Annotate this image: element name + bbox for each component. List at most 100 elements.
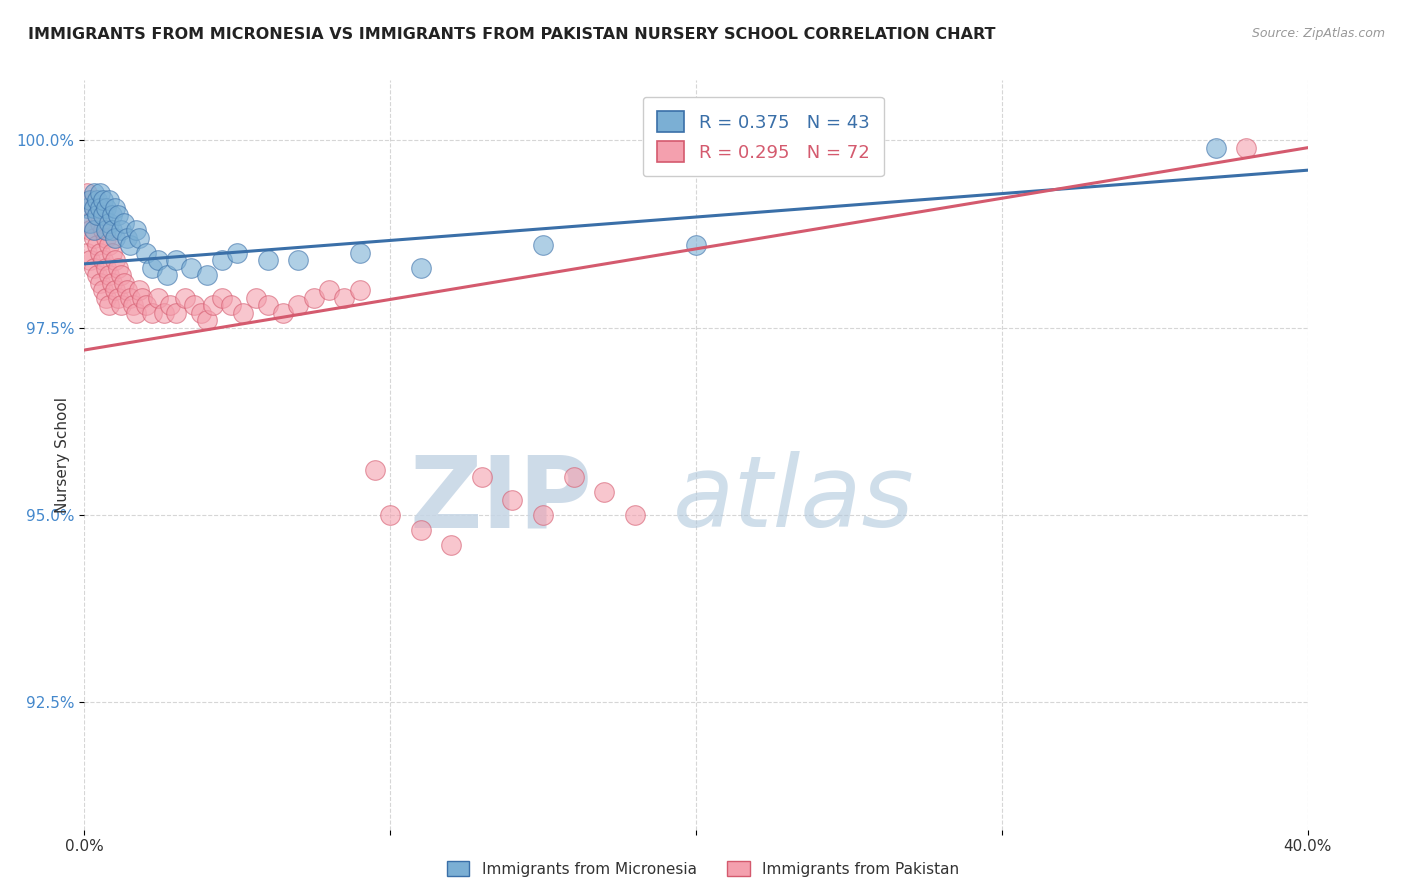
Point — [89, 186, 111, 200]
Point — [110, 268, 132, 282]
Point — [101, 223, 124, 237]
Point — [349, 245, 371, 260]
Point — [593, 485, 616, 500]
Point — [91, 208, 114, 222]
Point — [125, 305, 148, 319]
Point — [107, 291, 129, 305]
Point — [219, 298, 242, 312]
Point — [86, 193, 108, 207]
Point — [471, 470, 494, 484]
Point — [94, 291, 117, 305]
Point — [86, 238, 108, 252]
Point — [226, 245, 249, 260]
Point — [79, 253, 101, 268]
Point — [91, 253, 114, 268]
Point — [89, 216, 111, 230]
Point — [174, 291, 197, 305]
Point — [89, 276, 111, 290]
Point — [349, 283, 371, 297]
Point — [128, 283, 150, 297]
Point — [195, 313, 218, 327]
Point — [502, 492, 524, 507]
Point — [115, 283, 138, 297]
Point — [79, 216, 101, 230]
Point — [97, 298, 120, 312]
Point — [131, 291, 153, 305]
Point — [101, 276, 124, 290]
Point — [125, 223, 148, 237]
Point — [257, 298, 280, 312]
Point — [120, 291, 142, 305]
Point — [153, 305, 176, 319]
Point — [141, 305, 163, 319]
Point — [94, 230, 117, 244]
Point — [104, 283, 127, 297]
Point — [97, 268, 120, 282]
Point — [245, 291, 267, 305]
Point — [83, 230, 105, 244]
Point — [107, 260, 129, 275]
Point — [101, 208, 124, 222]
Point — [83, 201, 105, 215]
Point — [83, 260, 105, 275]
Point — [165, 305, 187, 319]
Point — [120, 238, 142, 252]
Point — [211, 253, 233, 268]
Point — [190, 305, 212, 319]
Text: ZIP: ZIP — [409, 451, 592, 549]
Point — [101, 245, 124, 260]
Point — [146, 253, 169, 268]
Point — [94, 201, 117, 215]
Point — [211, 291, 233, 305]
Point — [364, 463, 387, 477]
Point — [183, 298, 205, 312]
Point — [180, 260, 202, 275]
Point — [195, 268, 218, 282]
Point — [287, 253, 309, 268]
Point — [287, 298, 309, 312]
Point — [104, 253, 127, 268]
Point — [76, 201, 98, 215]
Point — [83, 223, 105, 237]
Point — [91, 193, 114, 207]
Point — [146, 291, 169, 305]
Point — [531, 508, 554, 522]
Point — [86, 208, 108, 222]
Point — [91, 283, 114, 297]
Point — [83, 201, 105, 215]
Point — [97, 216, 120, 230]
Text: IMMIGRANTS FROM MICRONESIA VS IMMIGRANTS FROM PAKISTAN NURSERY SCHOOL CORRELATIO: IMMIGRANTS FROM MICRONESIA VS IMMIGRANTS… — [28, 27, 995, 42]
Point — [318, 283, 340, 297]
Point — [333, 291, 356, 305]
Point — [86, 268, 108, 282]
Point — [409, 260, 432, 275]
Point — [562, 470, 585, 484]
Point — [112, 276, 135, 290]
Point — [89, 201, 111, 215]
Point — [79, 223, 101, 237]
Legend: R = 0.375   N = 43, R = 0.295   N = 72: R = 0.375 N = 43, R = 0.295 N = 72 — [643, 97, 884, 177]
Point — [79, 193, 101, 207]
Point — [531, 238, 554, 252]
Point — [302, 291, 325, 305]
Point — [128, 230, 150, 244]
Point — [76, 216, 98, 230]
Point — [94, 260, 117, 275]
Point — [97, 238, 120, 252]
Point — [122, 298, 145, 312]
Point — [201, 298, 224, 312]
Point — [91, 223, 114, 237]
Legend: Immigrants from Micronesia, Immigrants from Pakistan: Immigrants from Micronesia, Immigrants f… — [439, 853, 967, 884]
Point — [257, 253, 280, 268]
Point — [380, 508, 402, 522]
Point — [271, 305, 294, 319]
Point — [97, 193, 120, 207]
Point — [440, 538, 463, 552]
Point — [104, 230, 127, 244]
Point — [1205, 141, 1227, 155]
Point — [94, 223, 117, 237]
Point — [110, 298, 132, 312]
Point — [135, 245, 157, 260]
Y-axis label: Nursery School: Nursery School — [55, 397, 70, 513]
Point — [115, 230, 138, 244]
